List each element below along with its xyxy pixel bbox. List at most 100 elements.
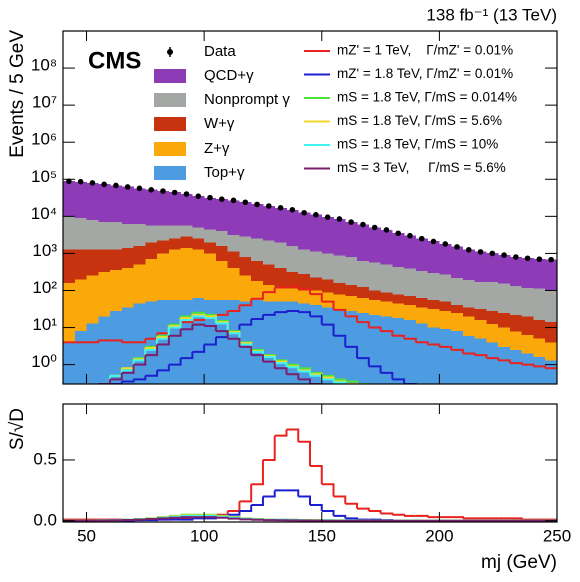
stack-bar bbox=[439, 310, 452, 330]
stack-bar bbox=[215, 299, 228, 384]
stack-bar bbox=[133, 264, 146, 304]
data-point bbox=[101, 181, 107, 188]
data-point bbox=[513, 254, 519, 260]
stack-bar bbox=[98, 316, 111, 384]
signal-step bbox=[392, 513, 406, 516]
stack-bar bbox=[274, 208, 287, 243]
stack-bar bbox=[180, 236, 193, 248]
stack-bar bbox=[392, 267, 405, 295]
signal-step bbox=[321, 378, 335, 383]
stack-bar bbox=[133, 223, 146, 247]
signal-step bbox=[192, 344, 206, 353]
data-point bbox=[336, 216, 343, 222]
stack-bar bbox=[204, 242, 217, 254]
stack-bar bbox=[545, 259, 557, 291]
stack-bar bbox=[204, 253, 217, 300]
signal-step bbox=[345, 385, 357, 386]
stack-bar bbox=[227, 234, 240, 252]
stack-bar bbox=[215, 246, 228, 261]
signal-step bbox=[298, 287, 311, 295]
signal-step bbox=[310, 293, 323, 302]
stack-bar bbox=[345, 310, 358, 384]
data-point bbox=[160, 188, 166, 194]
stack-bar bbox=[357, 260, 370, 287]
stack-bar bbox=[404, 295, 417, 306]
stack-bar bbox=[168, 192, 181, 226]
signal-step bbox=[333, 495, 347, 504]
legend-label: mS = 1.8 TeV, Γ/mS = 10% bbox=[337, 137, 498, 152]
signal-step bbox=[204, 325, 217, 332]
stack-bar bbox=[321, 279, 334, 293]
stack-bar bbox=[404, 235, 417, 269]
signal-step bbox=[380, 330, 394, 336]
signal-step bbox=[227, 305, 241, 312]
experiment-label: CMS bbox=[88, 47, 141, 74]
data-point bbox=[442, 241, 449, 247]
legend-label: Z+γ bbox=[204, 140, 230, 157]
stack-bar bbox=[368, 290, 381, 300]
data-point bbox=[230, 197, 237, 204]
stack-bar bbox=[451, 331, 464, 384]
stack-bar bbox=[215, 260, 228, 300]
stack-bar bbox=[157, 240, 170, 254]
signal-step bbox=[227, 511, 241, 516]
stack-bar bbox=[451, 277, 464, 306]
upper-plot bbox=[63, 178, 557, 386]
signal-step bbox=[204, 516, 217, 519]
stack-bar bbox=[404, 268, 417, 296]
stack-bar bbox=[545, 342, 557, 361]
stack-bar bbox=[74, 218, 87, 250]
legend-label: QCD+γ bbox=[204, 67, 254, 84]
stack-bar bbox=[157, 225, 170, 241]
stack-bar bbox=[486, 323, 499, 343]
stack-bar bbox=[251, 204, 264, 239]
legend-marker bbox=[167, 49, 173, 55]
stack-bar bbox=[509, 331, 523, 350]
data-point bbox=[124, 184, 131, 190]
stack-bar bbox=[239, 275, 252, 302]
stack-bar bbox=[121, 307, 134, 384]
signal-step bbox=[215, 322, 229, 334]
x-tick-label: 150 bbox=[308, 526, 336, 545]
stack-bar bbox=[415, 297, 428, 308]
stack-bar bbox=[333, 218, 346, 256]
y-tick-label: 10² bbox=[32, 278, 57, 297]
luminosity-label: 138 fb⁻¹ (13 TeV) bbox=[426, 5, 557, 24]
signal-step bbox=[121, 379, 135, 383]
signal-step bbox=[404, 337, 417, 343]
y-tick-label: 10⁸ bbox=[31, 56, 57, 75]
signal-step bbox=[251, 292, 264, 300]
stack-bar bbox=[368, 227, 381, 263]
data-point bbox=[183, 191, 190, 197]
signal-step bbox=[345, 502, 359, 509]
stack-bar bbox=[521, 353, 534, 384]
legend-label: W+γ bbox=[204, 115, 235, 132]
stack-bar bbox=[498, 312, 511, 328]
stack-bar bbox=[157, 253, 170, 300]
signal-step bbox=[286, 366, 300, 372]
stack-bar bbox=[168, 249, 181, 300]
stack-bar bbox=[145, 225, 158, 243]
signal-step bbox=[86, 340, 100, 344]
stack-bar bbox=[380, 316, 393, 384]
stack-bar bbox=[392, 294, 405, 304]
stack-bar bbox=[498, 346, 511, 384]
stack-bar bbox=[74, 279, 87, 332]
y-tick-label: 10⁵ bbox=[31, 167, 57, 186]
stack-bar bbox=[239, 202, 252, 237]
stack-bar bbox=[486, 281, 499, 311]
stack-bar bbox=[392, 303, 405, 319]
signal-step bbox=[521, 363, 535, 367]
stack-bar bbox=[521, 287, 534, 317]
stack-bar bbox=[298, 249, 311, 274]
stack-bar bbox=[439, 243, 452, 275]
stack-bar bbox=[204, 197, 217, 230]
signal-step bbox=[215, 330, 229, 339]
stack-bar bbox=[474, 319, 487, 339]
stack-bar bbox=[392, 232, 405, 268]
stack-bar bbox=[262, 240, 276, 265]
stack-bar bbox=[439, 329, 452, 384]
stack-bar bbox=[121, 186, 134, 224]
signal-step bbox=[333, 308, 347, 317]
data-point bbox=[524, 255, 531, 262]
